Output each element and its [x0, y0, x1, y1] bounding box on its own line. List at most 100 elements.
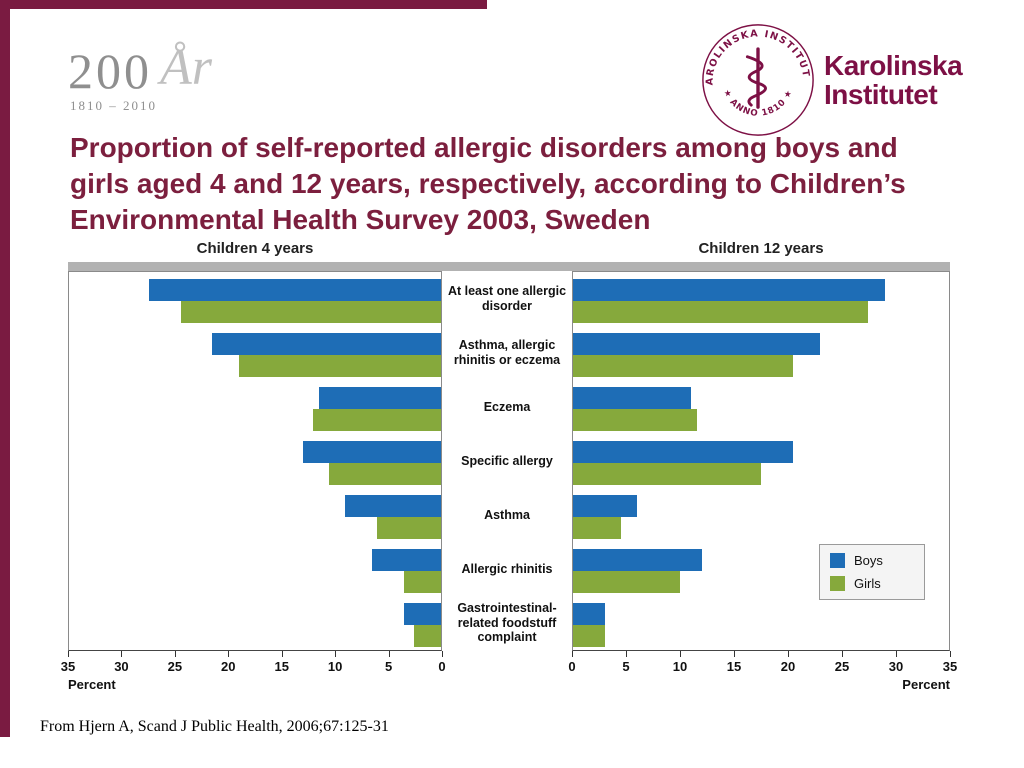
axis-tick: [842, 651, 843, 657]
plot-children-12-years: Boys Girls: [572, 271, 950, 651]
axis-tick: [388, 651, 390, 657]
bar-group: [69, 596, 441, 650]
legend-item: Boys: [830, 553, 914, 568]
slide-title: Proportion of self-reported allergic dis…: [70, 132, 906, 236]
bar-girls: [414, 625, 441, 647]
bar-girls: [403, 571, 441, 593]
bar-girls: [573, 301, 869, 323]
panel-titles: Children 4 years Children 12 years: [68, 240, 950, 262]
axis-tick-label: 30: [888, 659, 904, 674]
top-accent-bar: [0, 0, 487, 9]
bar-girls: [313, 409, 441, 431]
left-accent-bar: [0, 0, 10, 737]
axis-tick: [572, 651, 573, 657]
right-panel-title: Children 12 years: [698, 240, 824, 257]
plot-children-4-years: [68, 271, 442, 651]
bar-boys: [318, 387, 441, 409]
anniversary-logo: 200 År 1810 – 2010: [68, 39, 258, 126]
x-axis-4-years: 0 5 10 15 20 25 30 35: [61, 651, 446, 677]
x-axes: 0 5 10 15 20 25 30 35 0 5 10 15 20 25 30 35: [61, 651, 957, 677]
legend-item: Girls: [830, 576, 914, 591]
legend-swatch-girls: [830, 576, 845, 591]
category-label: Asthma: [484, 507, 530, 522]
bar-group: [573, 542, 949, 596]
bar-girls: [329, 463, 441, 485]
anniversary-ar-script: År: [160, 39, 212, 96]
legend-label: Boys: [854, 553, 883, 568]
plot-top-band: [68, 262, 950, 271]
bar-boys: [573, 495, 638, 517]
axis-tick: [121, 651, 123, 657]
ki-seal-icon: KAROLINSKA INSTITUTET ★ ANNO 1810 ★: [700, 22, 814, 136]
category-labels-column: At least one allergic disorder Asthma, al…: [442, 271, 572, 651]
mirrored-bar-chart: Children 4 years Children 12 years At le…: [61, 240, 957, 695]
anniversary-number: 200: [68, 43, 152, 99]
bar-boys: [371, 549, 441, 571]
category-label: Asthma, allergic rhinitis or eczema: [453, 338, 561, 367]
axis-tick: [442, 651, 443, 657]
bar-girls: [180, 301, 441, 323]
axis-tick: [896, 651, 897, 657]
bar-girls: [573, 463, 761, 485]
ki-wordmark-line2: Institutet: [824, 79, 938, 110]
axis-tick-label: 25: [834, 659, 850, 674]
axis-tick: [950, 651, 951, 657]
axis-tick-label: 5: [622, 659, 630, 674]
axis-tick: [174, 651, 176, 657]
category-label: Eczema: [483, 399, 531, 414]
bar-group: [69, 434, 441, 488]
bar-boys: [302, 441, 441, 463]
axis-tick: [335, 651, 337, 657]
axis-tick: [228, 651, 230, 657]
axis-tick-label: 5: [384, 659, 393, 674]
staff-snake-icon: [745, 47, 767, 109]
percent-label-right: Percent: [902, 677, 950, 692]
axis-tick-label: 0: [568, 659, 576, 674]
axis-unit-labels: Percent Percent: [68, 677, 950, 695]
legend-label: Girls: [854, 576, 881, 591]
bar-group: [573, 380, 949, 434]
anniversary-years: 1810 – 2010: [70, 98, 157, 113]
axis-tick-label: 35: [942, 659, 958, 674]
bar-boys: [573, 603, 606, 625]
bar-group: [573, 596, 949, 650]
ki-logo: KAROLINSKA INSTITUTET ★ ANNO 1810 ★ Karo…: [700, 22, 963, 138]
bar-group: [69, 272, 441, 326]
axis-tick-label: 15: [726, 659, 742, 674]
bar-group: [69, 488, 441, 542]
category-label: Allergic rhinitis: [461, 561, 553, 576]
axis-tick-label: 10: [327, 659, 343, 674]
percent-label-left: Percent: [68, 677, 116, 692]
bar-boys: [573, 441, 794, 463]
axis-tick-label: 20: [780, 659, 796, 674]
bar-boys: [345, 495, 441, 517]
citation: From Hjern A, Scand J Public Health, 200…: [40, 718, 389, 735]
axis-tick: [68, 651, 69, 657]
category-label: Gastrointestinal-related foodstuff compl…: [457, 600, 557, 645]
plot-row: At least one allergic disorder Asthma, al…: [68, 271, 950, 651]
bar-group: [69, 326, 441, 380]
bar-group: [573, 326, 949, 380]
ki-wordmark-line1: Karolinska: [824, 49, 963, 81]
bar-boys: [148, 279, 441, 301]
axis-tick-label: 10: [672, 659, 688, 674]
axis-tick: [680, 651, 681, 657]
left-panel-title: Children 4 years: [196, 240, 314, 257]
bar-girls: [573, 355, 794, 377]
bar-girls: [573, 517, 622, 539]
ki-wordmark: Karolinska Institutet: [824, 49, 963, 110]
bar-girls: [573, 571, 681, 593]
axis-tick: [281, 651, 283, 657]
bar-group: [573, 488, 949, 542]
axis-tick: [626, 651, 627, 657]
axis-tick-label: 20: [221, 659, 236, 674]
bar-boys: [212, 333, 441, 355]
axis-tick-label: 30: [114, 659, 129, 674]
category-label: Specific allergy: [461, 453, 553, 468]
axis-tick: [734, 651, 735, 657]
axis-tick-label: 0: [438, 659, 446, 674]
axis-tick-label: 35: [60, 659, 76, 674]
bar-group: [69, 380, 441, 434]
axis-tick: [788, 651, 789, 657]
category-label: At least one allergic disorder: [447, 284, 567, 313]
